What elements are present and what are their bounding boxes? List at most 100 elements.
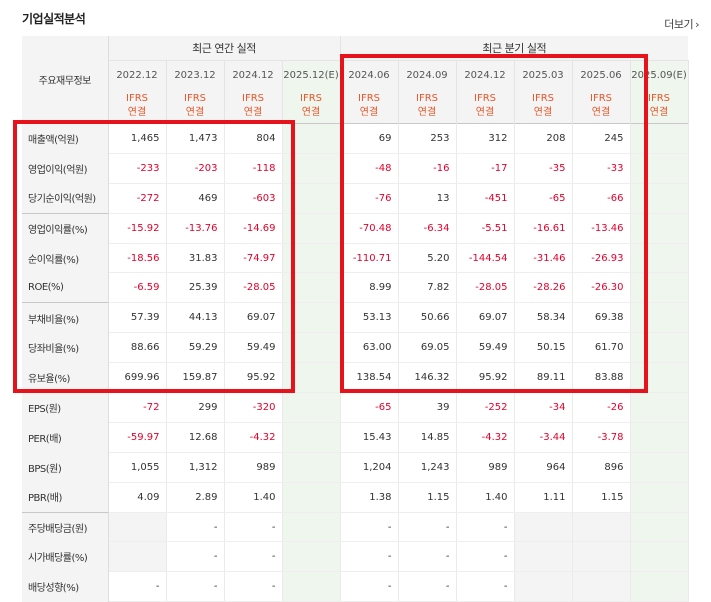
more-label: 더보기 xyxy=(664,18,694,31)
ifrs-label: IFRS xyxy=(590,93,612,104)
table-cell: -320 xyxy=(224,392,283,423)
table-cell: 57.39 xyxy=(108,302,167,334)
table-cell: 69 xyxy=(340,123,399,154)
table-cell: 95.92 xyxy=(224,362,283,394)
table-cell xyxy=(630,392,689,423)
table-cell: -18.56 xyxy=(108,243,167,274)
financial-table: 주요재무정보 최근 연간 실적 최근 분기 실적 2022.12 2023.12 2… xyxy=(22,36,689,602)
table-cell: -74.97 xyxy=(224,243,283,274)
table-cell xyxy=(630,212,689,244)
table-cell: - xyxy=(340,571,399,602)
table-cell xyxy=(514,541,573,573)
ifrs-badge: IFRS 연결 xyxy=(398,89,457,124)
table-cell: -26 xyxy=(572,392,631,423)
table-cell: 15.43 xyxy=(340,422,399,453)
table-cell: 1.40 xyxy=(456,482,515,513)
table-cell: 964 xyxy=(514,452,573,483)
table-row: 부채비율(%) 57.39 44.13 69.07 53.13 50.66 69.07 58.… xyxy=(22,302,689,334)
table-cell: -65 xyxy=(514,183,573,214)
ifrs-badge: IFRS 연결 xyxy=(514,89,573,124)
table-cell: -603 xyxy=(224,183,283,214)
table-cell xyxy=(630,362,689,394)
table-cell xyxy=(282,212,341,244)
consolidated-label: 연결 xyxy=(475,107,495,118)
table-cell: 44.13 xyxy=(166,302,225,334)
table-cell: -3.44 xyxy=(514,422,573,453)
table-cell: - xyxy=(224,511,283,543)
table-cell: 5.20 xyxy=(398,243,457,274)
period-header: 2024.12 xyxy=(456,60,515,89)
table-cell xyxy=(282,571,341,602)
row-label: 배당성향(%) xyxy=(22,571,109,602)
table-cell xyxy=(572,511,631,543)
table-cell xyxy=(282,392,341,423)
ifrs-label: IFRS xyxy=(242,93,264,104)
consolidated-label: 연결 xyxy=(533,107,553,118)
table-cell: 69.07 xyxy=(224,302,283,334)
table-cell: -118 xyxy=(224,153,283,184)
table-cell: -59.97 xyxy=(108,422,167,453)
table-cell: 245 xyxy=(572,123,631,154)
table-cell: 69.38 xyxy=(572,302,631,334)
table-cell xyxy=(282,272,341,304)
table-cell: 59.49 xyxy=(456,332,515,364)
table-cell: 58.34 xyxy=(514,302,573,334)
ifrs-badge: IFRS 연결 xyxy=(108,89,167,124)
table-cell xyxy=(282,153,341,184)
table-row: 영업이익(억원) -233 -203 -118 -48 -16 -17 -35 -33 xyxy=(22,153,689,184)
table-cell xyxy=(282,422,341,453)
table-row: 순이익률(%) -18.56 31.83 -74.97 -110.71 5.20 -144.… xyxy=(22,243,689,274)
consolidated-label: 연결 xyxy=(417,107,437,118)
more-link[interactable]: 더보기 › xyxy=(664,16,699,32)
consolidated-label: 연결 xyxy=(359,107,379,118)
table-cell: -72 xyxy=(108,392,167,423)
row-label: 당기순이익(억원) xyxy=(22,183,109,214)
table-row: 당기순이익(억원) -272 469 -603 -76 13 -451 -65 -66 xyxy=(22,183,689,214)
table-cell: 89.11 xyxy=(514,362,573,394)
consolidated-label: 연결 xyxy=(649,107,669,118)
row-label: 유보율(%) xyxy=(22,362,109,393)
row-label: PER(배) xyxy=(22,422,109,453)
table-cell xyxy=(572,571,631,602)
table-cell xyxy=(282,332,341,364)
table-cell: -451 xyxy=(456,183,515,214)
table-cell: -5.51 xyxy=(456,212,515,244)
row-label: 순이익률(%) xyxy=(22,243,109,273)
table-cell xyxy=(282,243,341,274)
table-cell: 25.39 xyxy=(166,272,225,304)
table-cell xyxy=(282,183,341,214)
table-cell: -233 xyxy=(108,153,167,184)
table-cell: 804 xyxy=(224,123,283,154)
table-cell: -4.32 xyxy=(224,422,283,453)
table-cell: -15.92 xyxy=(108,212,167,244)
annual-group-header: 최근 연간 실적 xyxy=(108,36,341,61)
ifrs-label: IFRS xyxy=(358,93,380,104)
table-cell: 14.85 xyxy=(398,422,457,453)
table-cell: -66 xyxy=(572,183,631,214)
ifrs-badge: IFRS 연결 xyxy=(340,89,399,124)
table-cell: 1,473 xyxy=(166,123,225,154)
table-cell: 12.68 xyxy=(166,422,225,453)
period-header: 2024.12 xyxy=(224,60,283,89)
table-cell: - xyxy=(340,541,399,573)
ifrs-badge: IFRS 연결 xyxy=(456,89,515,124)
ifrs-badge: IFRS 연결 xyxy=(630,89,689,124)
table-cell: -203 xyxy=(166,153,225,184)
table-cell xyxy=(514,511,573,543)
table-cell xyxy=(108,511,167,543)
table-cell: - xyxy=(456,571,515,602)
table-cell: 8.99 xyxy=(340,272,399,304)
consolidated-label: 연결 xyxy=(591,107,611,118)
row-label: 주당배당금(원) xyxy=(22,511,109,542)
period-header: 2025.12(E) xyxy=(282,60,341,89)
table-cell: 31.83 xyxy=(166,243,225,274)
table-cell: - xyxy=(108,571,167,602)
ifrs-badge: IFRS 연결 xyxy=(282,89,341,124)
table-cell: -76 xyxy=(340,183,399,214)
table-cell xyxy=(282,123,341,154)
table-row: 당좌비율(%) 88.66 59.29 59.49 63.00 69.05 59.49 50.… xyxy=(22,332,689,364)
table-cell: -28.26 xyxy=(514,272,573,304)
table-cell: 4.09 xyxy=(108,482,167,513)
row-label: 매출액(억원) xyxy=(22,123,109,154)
table-cell: 59.49 xyxy=(224,332,283,364)
